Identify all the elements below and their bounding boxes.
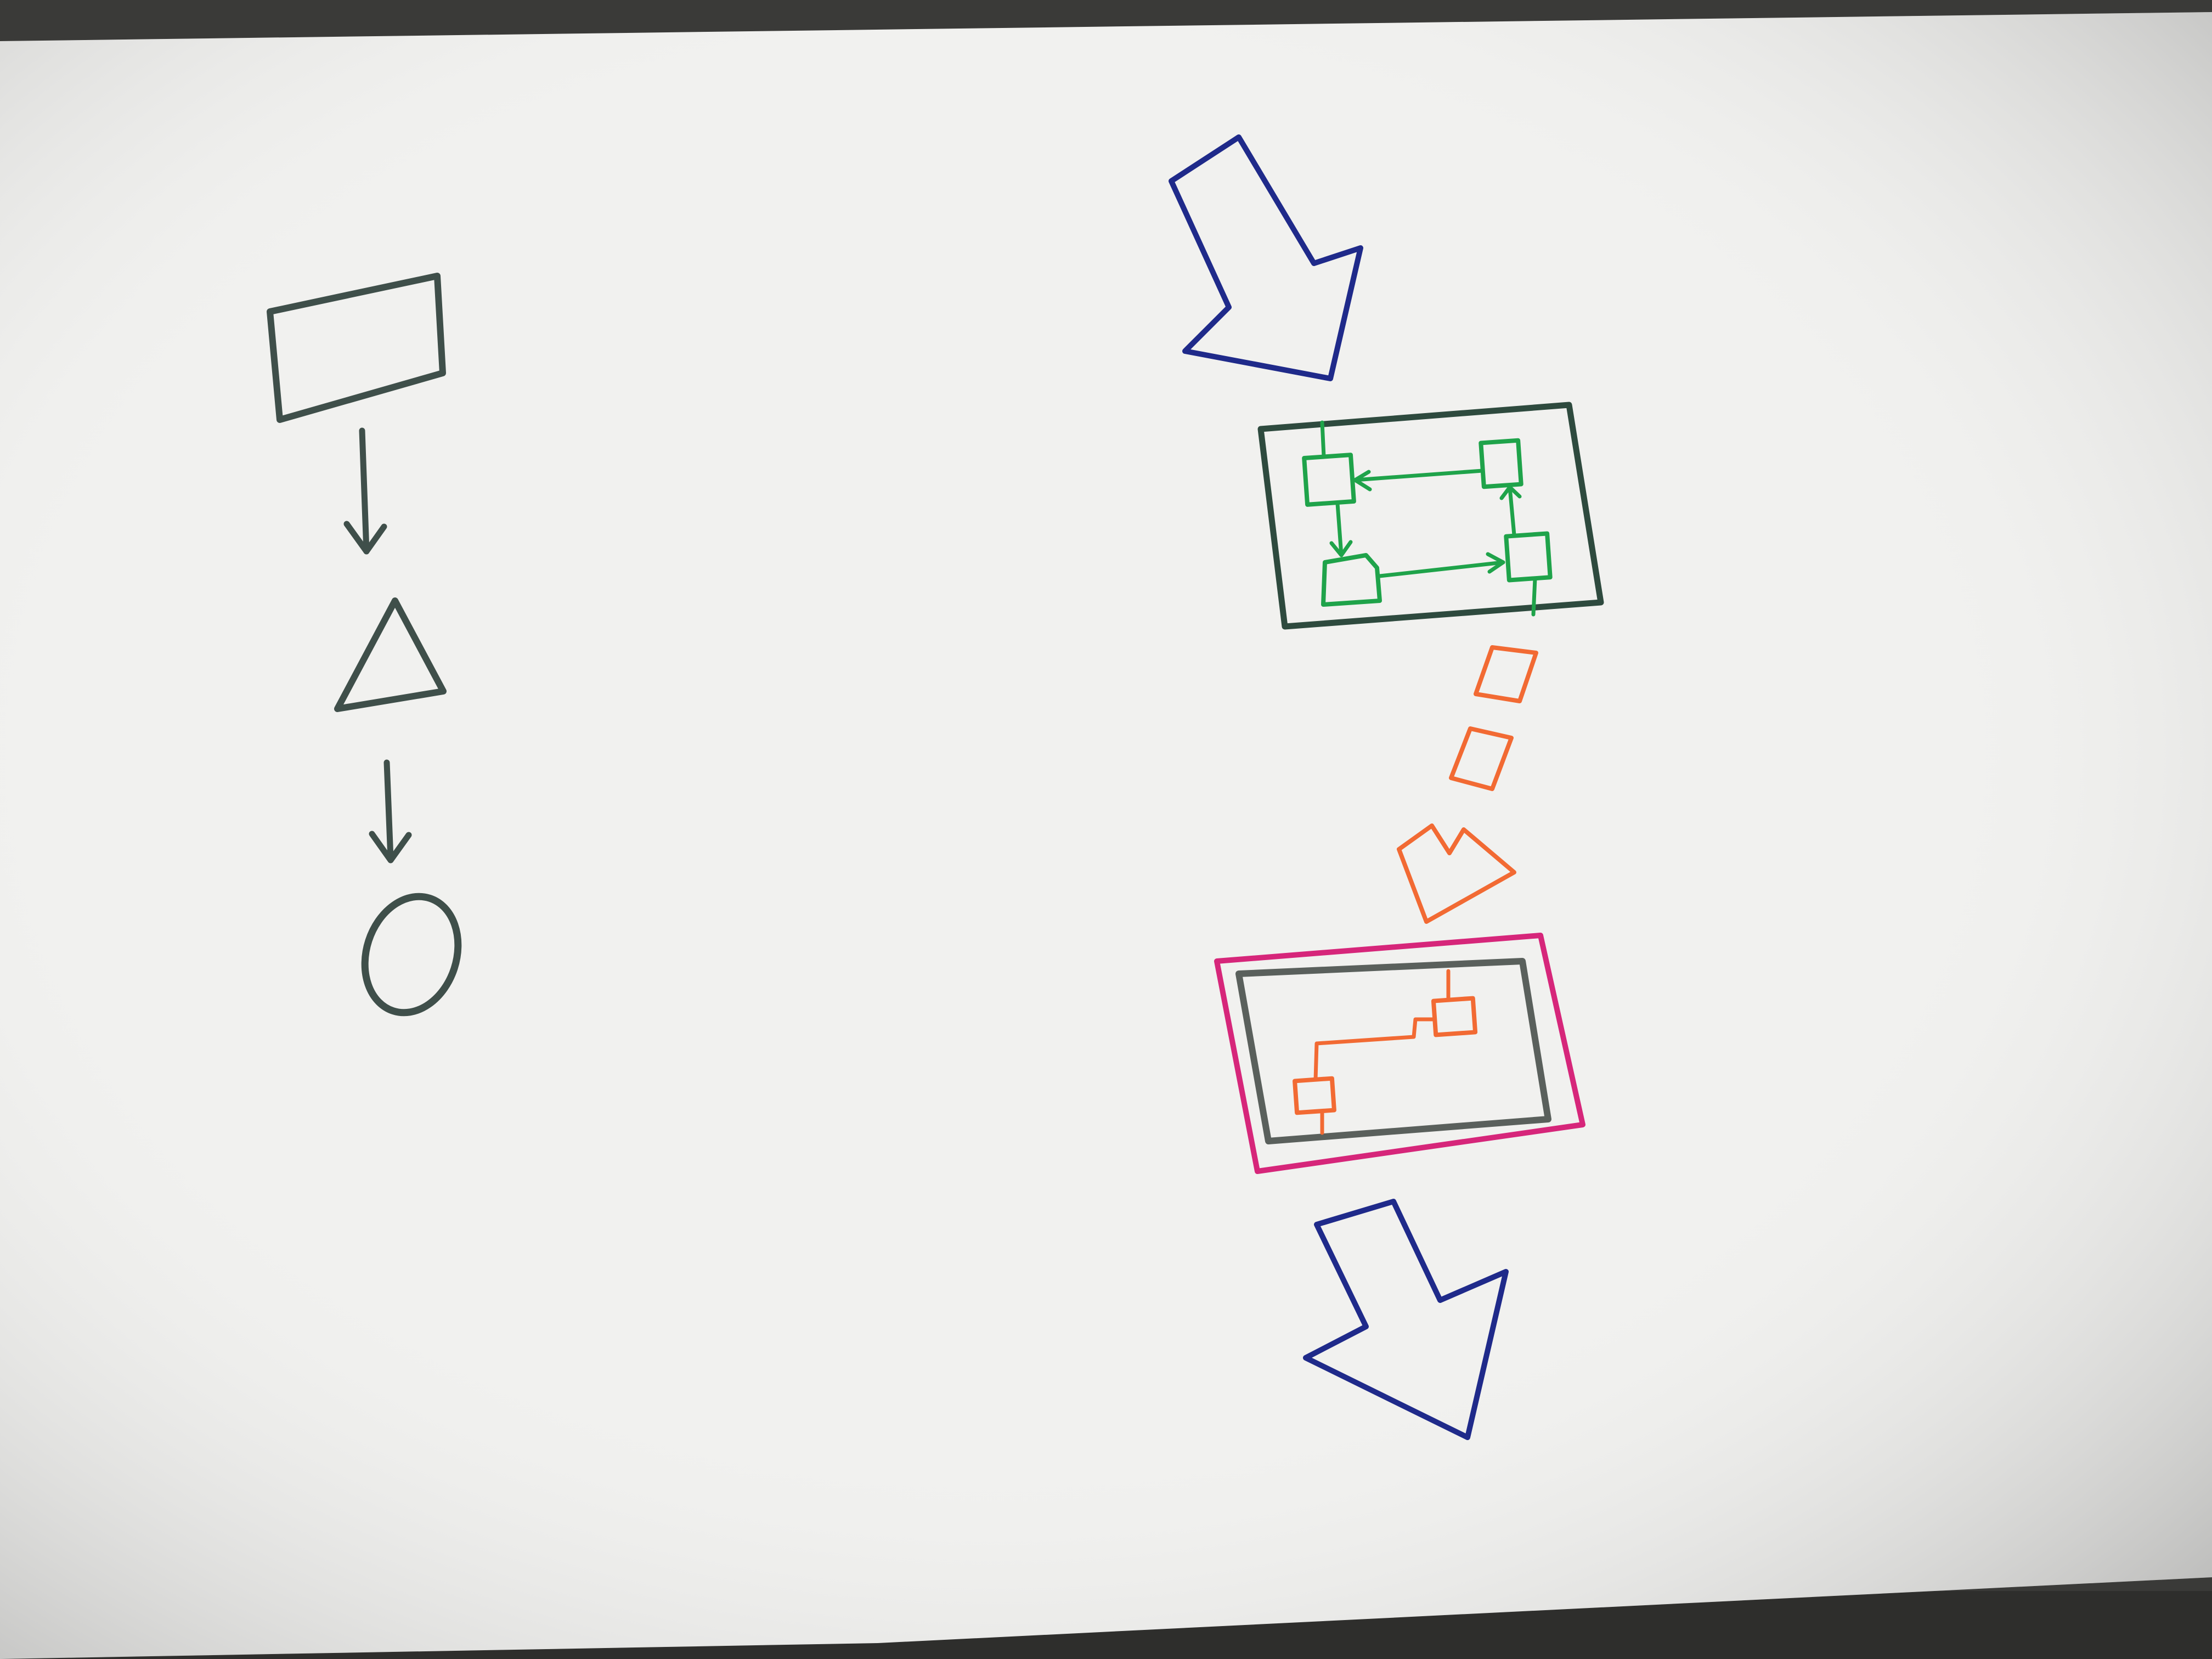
rectangle-icon	[267, 273, 446, 423]
transfer-packets	[1449, 645, 1538, 791]
circle-icon	[361, 893, 462, 1017]
output-box	[1214, 933, 1585, 1174]
down-arrow-icon	[369, 759, 412, 864]
orange-block-arrow-icon	[1397, 823, 1516, 924]
left-flow	[267, 273, 462, 1017]
block-arrow-icon	[1303, 1199, 1509, 1440]
output-nodes	[1293, 969, 1478, 1135]
down-arrow-icon	[343, 427, 387, 555]
paper-sheet	[0, 12, 2212, 1659]
right-flow	[1169, 134, 1604, 1440]
component-box	[1257, 402, 1604, 630]
block-arrow-icon	[1169, 134, 1363, 381]
component-nodes	[1302, 420, 1553, 617]
triangle-icon	[334, 597, 447, 712]
